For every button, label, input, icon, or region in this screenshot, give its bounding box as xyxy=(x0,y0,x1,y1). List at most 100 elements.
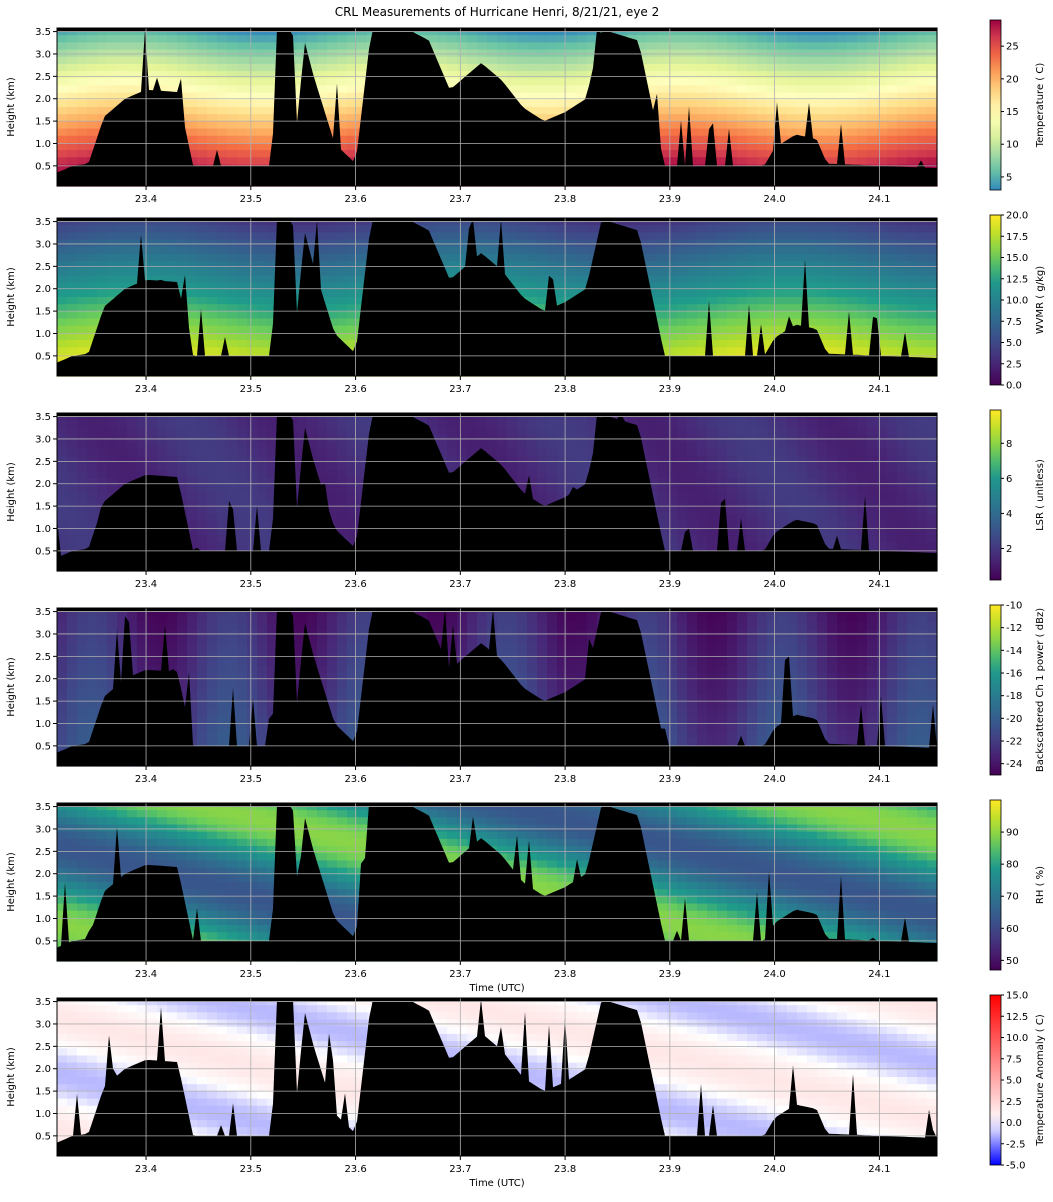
heatmap-cell xyxy=(867,114,878,122)
heatmap-cell xyxy=(207,318,218,327)
heatmap-cell xyxy=(577,261,588,269)
heatmap-cell xyxy=(527,99,538,108)
heatmap-cell xyxy=(87,239,98,248)
heatmap-cell xyxy=(877,92,888,101)
heatmap-cell xyxy=(67,492,78,500)
heatmap-cell xyxy=(667,232,678,241)
heatmap-cell xyxy=(457,71,468,79)
heatmap-cell xyxy=(737,282,748,291)
heatmap-cell xyxy=(727,63,738,72)
heatmap-cell xyxy=(837,289,848,298)
heatmap-cell xyxy=(337,78,348,87)
heatmap-cell xyxy=(77,42,88,51)
heatmap-cell xyxy=(667,35,678,43)
heatmap-cell xyxy=(87,261,98,269)
heatmap-cell xyxy=(107,56,118,65)
panel-wvmr: 23.4 23.5 23.6 23.7 23.8 23.9 24.0 24.10.51.01.… xyxy=(6,211,1046,396)
heatmap-cell xyxy=(507,225,518,233)
heatmap-cell xyxy=(77,142,88,151)
heatmap-cell xyxy=(537,246,548,255)
heatmap-cell xyxy=(97,427,108,436)
heatmap-cell xyxy=(717,232,728,241)
heatmap-cell xyxy=(127,275,138,284)
heatmap-cell xyxy=(687,347,698,356)
heatmap-cell xyxy=(67,121,78,130)
heatmap-cell xyxy=(927,253,938,262)
heatmap-cell xyxy=(347,499,358,507)
heatmap-cell xyxy=(107,42,118,51)
y-tick-label: 0.5 xyxy=(35,351,51,362)
heatmap-cell xyxy=(267,239,278,248)
heatmap-cell xyxy=(667,297,678,305)
heatmap-cell xyxy=(817,85,828,94)
heatmap-cell xyxy=(207,470,218,479)
heatmap-cell xyxy=(437,420,448,428)
heatmap-cell xyxy=(707,114,718,122)
axes-frame xyxy=(56,217,938,377)
heatmap-cell xyxy=(317,470,328,479)
heatmap-cell xyxy=(107,49,118,58)
heatmap-cell xyxy=(817,282,828,291)
heatmap-cell xyxy=(677,128,688,137)
heatmap-cell xyxy=(807,56,818,65)
heatmap-cell xyxy=(337,325,348,334)
heatmap-cell xyxy=(717,150,728,158)
heatmap-cell xyxy=(677,92,688,101)
colorbar-tick-label: 15.0 xyxy=(1006,253,1028,264)
heatmap-cell xyxy=(507,63,518,72)
heatmap-cell xyxy=(137,420,148,428)
heatmap-cell xyxy=(267,232,278,241)
heatmap-cell xyxy=(97,42,108,51)
heatmap-cell xyxy=(717,289,728,298)
heatmap-cell xyxy=(757,253,768,262)
heatmap-cell xyxy=(167,78,178,87)
heatmap-cell xyxy=(657,282,668,291)
heatmap-cell xyxy=(907,311,918,320)
heatmap-cell xyxy=(327,434,338,443)
heatmap-cell xyxy=(237,311,248,320)
heatmap-cell xyxy=(537,275,548,284)
heatmap-cell xyxy=(657,42,668,51)
heatmap-cell xyxy=(857,239,868,248)
heatmap-cell xyxy=(847,325,858,334)
heatmap-cell xyxy=(217,297,228,305)
heatmap-cell xyxy=(187,427,198,436)
heatmap-cell xyxy=(927,318,938,327)
heatmap-cell xyxy=(647,99,658,108)
heatmap-cell xyxy=(297,434,308,443)
heatmap-cell xyxy=(587,49,598,58)
heatmap-cell xyxy=(107,261,118,269)
heatmap-cell xyxy=(197,282,208,291)
heatmap-cell xyxy=(577,63,588,72)
heatmap-cell xyxy=(177,239,188,248)
heatmap-cell xyxy=(747,150,758,158)
heatmap-cell xyxy=(487,420,498,428)
heatmap-cell xyxy=(537,35,548,43)
heatmap-cell xyxy=(237,35,248,43)
heatmap-cell xyxy=(207,99,218,108)
heatmap-cell xyxy=(817,135,828,144)
heatmap-cell xyxy=(217,484,228,493)
heatmap-cell xyxy=(357,441,368,450)
heatmap-cell xyxy=(487,239,498,248)
heatmap-cell xyxy=(757,268,768,277)
heatmap-cell xyxy=(767,121,778,130)
heatmap-cell xyxy=(77,441,88,450)
heatmap-cell xyxy=(67,78,78,87)
heatmap-cell xyxy=(907,261,918,269)
heatmap-cell xyxy=(907,347,918,356)
heatmap-cell xyxy=(927,78,938,87)
heatmap-cell xyxy=(77,448,88,457)
heatmap-cell xyxy=(127,420,138,428)
heatmap-cell xyxy=(837,49,848,58)
heatmap-cell xyxy=(857,325,868,334)
heatmap-cell xyxy=(857,135,868,144)
heatmap-cell xyxy=(757,78,768,87)
heatmap-cell xyxy=(767,318,778,327)
heatmap-cell xyxy=(837,63,848,72)
x-tick-label: 24.0 xyxy=(763,194,785,205)
heatmap-cell xyxy=(227,492,238,500)
heatmap-cell xyxy=(857,261,868,269)
heatmap-cell xyxy=(847,332,858,341)
heatmap-cell xyxy=(667,78,678,87)
